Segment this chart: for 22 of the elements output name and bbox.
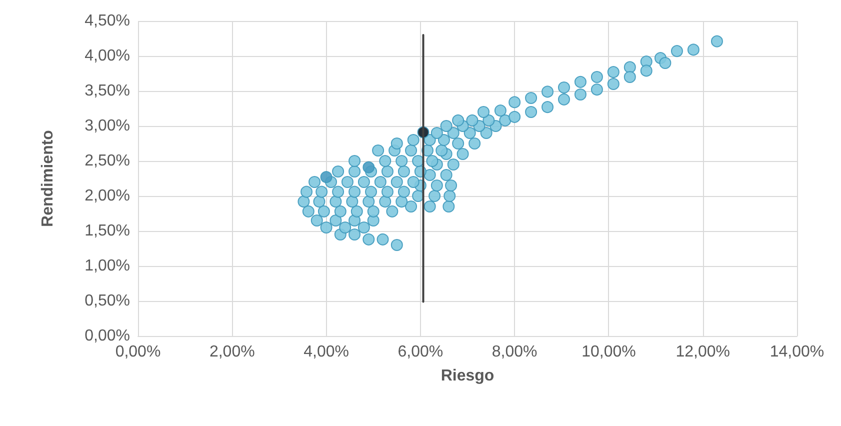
y-axis-title: Rendimiento (40, 130, 56, 227)
x-tick-label: 2,00% (209, 344, 255, 360)
x-tick-label: 6,00% (398, 344, 444, 360)
point (320, 171, 332, 184)
y-tick-label: 3,50% (84, 82, 130, 100)
x-tick-label: 4,00% (304, 344, 349, 360)
y-tick-label: 2,00% (84, 188, 130, 204)
point (362, 161, 375, 174)
x-tick-label: 14,00% (770, 344, 824, 360)
x-axis-title: Riesgo (440, 368, 494, 384)
y-tick-label: 1,00% (84, 258, 130, 274)
y-tick-label: 4,00% (84, 48, 130, 64)
x-tick-label: 12,00% (676, 344, 730, 360)
y-tick-label: 1,50% (84, 222, 130, 240)
y-tick-label: 0,00% (84, 328, 130, 344)
y-tick-label: 2,50% (84, 152, 130, 170)
y-tick-label: 3,00% (84, 118, 130, 134)
y-tick-label: 4,50% (84, 12, 130, 30)
x-tick-label: 10,00% (582, 344, 636, 360)
x-tick-label: 0,00% (115, 344, 161, 360)
y-tick-label: 0,50% (84, 292, 130, 310)
x-tick-label: 8,00% (492, 344, 538, 360)
